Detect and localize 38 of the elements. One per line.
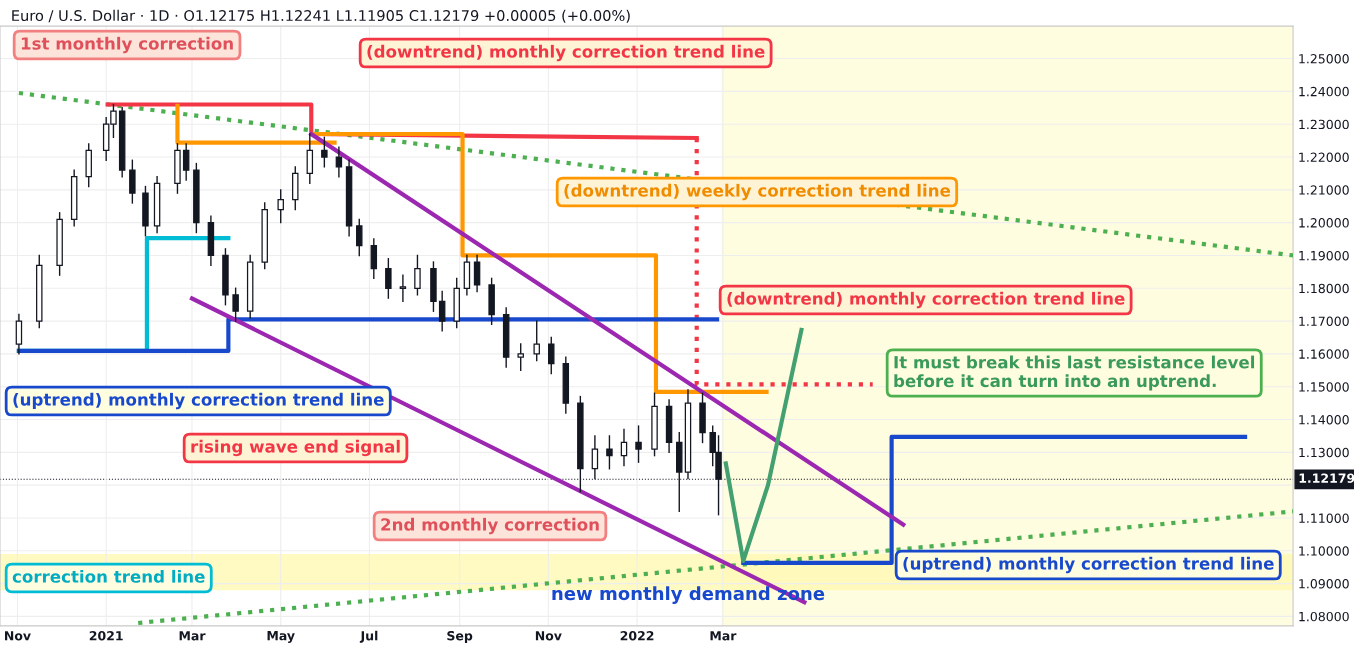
annotation: (uptrend) monthly correction trend line — [903, 556, 1274, 574]
annotation: (uptrend) monthly correction trend line — [13, 392, 384, 410]
x-tick-label: Jul — [359, 630, 378, 643]
annotation: It must break this last resistance level before it can turn into an uptrend. — [894, 355, 1255, 391]
x-tick-label: 2022 — [620, 631, 654, 641]
y-tick-label: 1.24000 — [1299, 86, 1349, 97]
y-tick-label: 1.14000 — [1299, 414, 1349, 425]
ref-line-label: 1.12179 — [1299, 473, 1354, 483]
annotation: rising wave end signal — [191, 439, 400, 457]
annotation: (downtrend) monthly correction trend line — [367, 44, 765, 62]
y-tick-label: 1.09000 — [1299, 579, 1349, 589]
y-tick-label: 1.22000 — [1299, 152, 1349, 162]
annotation: 1st monthly correction — [21, 36, 233, 54]
x-tick-label: Sep — [447, 631, 473, 643]
y-tick-label: 1.17000 — [1299, 316, 1349, 326]
x-tick-label: Nov — [5, 631, 31, 641]
annotation: 2nd monthly correction — [381, 517, 599, 535]
annotation: (downtrend) weekly correction trend line — [564, 183, 951, 201]
y-tick-label: 1.11000 — [1299, 513, 1349, 523]
x-tick-label: May — [267, 631, 295, 643]
y-tick-label: 1.15000 — [1299, 382, 1349, 392]
y-tick-label: 1.21000 — [1299, 185, 1349, 195]
x-tick-label: 2021 — [89, 631, 123, 641]
annotation: (downtrend) monthly correction trend line — [727, 291, 1125, 309]
y-tick-label: 1.13000 — [1299, 447, 1349, 458]
y-tick-label: 1.16000 — [1299, 349, 1349, 359]
y-tick-label: 1.10000 — [1299, 546, 1349, 556]
x-tick-label: Nov — [535, 631, 562, 641]
chart-title: Euro / U.S. Dollar · 1D · O1.12175 H1.12241 L1.11905 C1.12179 +0.00005 (+0.00%) — [12, 9, 630, 23]
y-tick-label: 1.20000 — [1299, 218, 1349, 228]
x-tick-label: Mar — [179, 631, 206, 641]
annotation: correction trend line — [12, 569, 205, 583]
y-tick-label: 1.19000 — [1299, 250, 1349, 261]
y-tick-label: 1.08000 — [1299, 611, 1349, 622]
y-tick-label: 1.23000 — [1299, 119, 1349, 130]
y-tick-label: 1.25000 — [1299, 54, 1349, 64]
y-tick-label: 1.18000 — [1299, 283, 1349, 294]
x-tick-label: Mar — [710, 631, 737, 641]
